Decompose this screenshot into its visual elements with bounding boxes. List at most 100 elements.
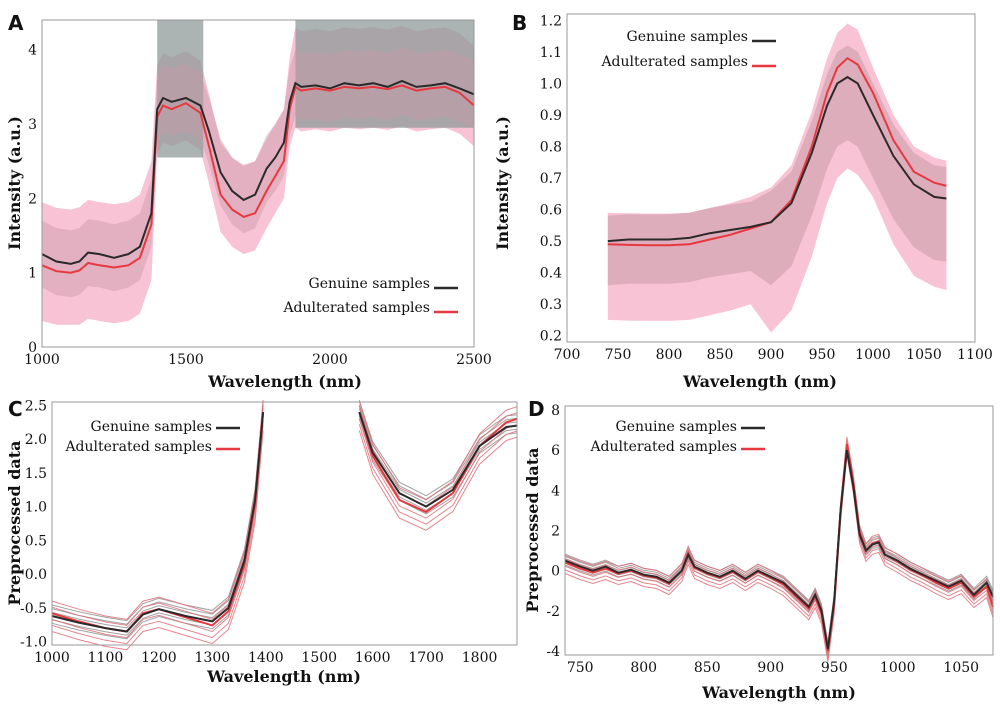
panel-b-ytick: 0.4 [540, 266, 562, 282]
panel-d-adulterated-sample-line [564, 440, 994, 648]
panel-a-genuine-band [42, 47, 474, 298]
panel-b-ytick: 0.8 [540, 139, 562, 155]
panel-b-ytick: 0.3 [540, 297, 562, 313]
panel-c-genuine-sample-line [51, 404, 518, 625]
panel-d-ylabel: Preprocessed data [523, 447, 542, 612]
panel-b-ytick: 0.7 [540, 171, 562, 187]
panel-c-ytick: -1.0 [20, 635, 47, 651]
panel-d-genuine-sample-line [564, 452, 994, 652]
panel-d-genuine-sample-line [564, 443, 994, 643]
panel-d-xtick: 1000 [880, 660, 916, 676]
panel-d-ytick: 2 [551, 524, 560, 540]
panel-b-xtick: 700 [554, 347, 581, 363]
panel-b-legend-adulterated: Adulterated samples [600, 54, 748, 70]
panel-b-genuine-line [607, 75, 947, 243]
panel-b-bands [607, 23, 947, 333]
panel-c-ytick: 2.5 [25, 398, 47, 414]
panel-d-adulterated-sample-line [564, 447, 994, 655]
panel-d-lines [564, 436, 994, 662]
panel-c-xtick: 1300 [195, 650, 231, 666]
panel-d-genuine-sample-line [564, 447, 994, 647]
panel-b-ytick: 1.2 [540, 13, 562, 29]
panel-c-ytick: -0.5 [20, 601, 47, 617]
panel-a-ytick: 1 [28, 266, 37, 282]
panel-a-ylabel: Intensity (a.u.) [5, 116, 24, 250]
panel-b-ylabel: Intensity (a.u.) [493, 116, 512, 250]
panel-b-xtick: 950 [809, 347, 836, 363]
panel-c: C 1000 1100 1200 1300 1400 1500 1600 1700 1800 -1… [5, 397, 518, 686]
panel-c-ylabel: Preprocessed data [5, 440, 24, 605]
panel-c-xtick: 1800 [462, 650, 498, 666]
panel-b-legend: Genuine samples Adulterated samples [600, 29, 776, 70]
panel-c-legend: Genuine samples Adulterated samples [64, 419, 240, 455]
panel-d: D 750 800 850 900 950 1000 1050 -4 -2 0 2 4 6 8 Wavel… [523, 397, 994, 702]
panel-c-ytick: 1.0 [25, 500, 47, 516]
panel-d-xtick: 900 [757, 660, 784, 676]
panel-b-legend-genuine: Genuine samples [627, 29, 748, 45]
panel-a-xtick: 2000 [312, 352, 348, 368]
panel-a-ytick: 2 [28, 191, 37, 207]
panel-d-adulterated-sample-line [564, 451, 994, 659]
panel-a-frame [41, 19, 475, 348]
panel-b-xlabel: Wavelength (nm) [682, 372, 837, 391]
panel-d-ytick: 0 [551, 564, 560, 580]
panel-b-xtick: 1000 [855, 347, 891, 363]
panel-d-xtick: 1050 [943, 660, 979, 676]
panel-c-ytick: 1.5 [25, 466, 47, 482]
panel-b-label: B [512, 11, 527, 35]
panel-a-ytick: 4 [28, 43, 37, 59]
panel-d-genuine-sample-line [564, 454, 994, 654]
panel-a-bands [42, 20, 474, 325]
panel-a-xtick: 1000 [24, 352, 60, 368]
panel-a-legend-adulterated: Adulterated samples [282, 300, 430, 316]
panel-a-legend-genuine: Genuine samples [309, 276, 430, 292]
panel-c-label: C [8, 397, 23, 421]
panel-d-ticks: 750 800 850 900 950 1000 1050 -4 -2 0 2 4 6 8 [546, 403, 979, 676]
panel-b-ticks: 700 750 800 850 900 950 1000 1050 1100 0.2 0.3 0.4 0… [540, 13, 993, 363]
panel-d-genuine-sample-line [564, 445, 994, 645]
panel-d-legend: Genuine samples Adulterated samples [589, 419, 765, 455]
panel-b-adulterated-line [607, 56, 947, 247]
panel-d-ytick: -2 [546, 604, 560, 620]
panel-c-ytick: 0.0 [25, 567, 47, 583]
panel-a-label: A [8, 11, 24, 35]
panel-b-xtick: 1100 [957, 347, 993, 363]
panel-d-adulterated-sample-line [564, 454, 994, 662]
panel-d-frame [564, 405, 994, 656]
panel-c-xtick: 1000 [34, 650, 70, 666]
panel-d-xtick: 800 [630, 660, 657, 676]
panel-d-xtick: 850 [694, 660, 721, 676]
panel-b-ytick: 0.6 [540, 203, 562, 219]
panel-d-label: D [528, 397, 545, 421]
panel-d-adulterated-sample-line [564, 436, 994, 644]
panel-b-genuine-band [607, 45, 947, 286]
panel-a-xtick: 2500 [456, 352, 492, 368]
panel-c-legend-genuine: Genuine samples [91, 419, 212, 435]
panel-c-ytick: 0.5 [25, 533, 47, 549]
panel-d-xtick: 950 [821, 660, 848, 676]
panel-c-xtick: 1700 [408, 650, 444, 666]
panel-c-ytick: 2.0 [25, 432, 47, 448]
panel-b-ytick: 1.0 [540, 76, 562, 92]
panel-c-adulterated-sample-line [51, 399, 518, 620]
panel-c-adulterated-sample-line [51, 418, 518, 639]
panel-a-legend: Genuine samples Adulterated samples [282, 276, 458, 316]
panel-a-xtick: 1500 [168, 352, 204, 368]
panel-a-adulterated-line [41, 84, 475, 274]
panel-d-adulterated-line [564, 444, 994, 652]
panel-c-xtick: 1400 [248, 650, 284, 666]
panel-d-legend-adulterated: Adulterated samples [589, 439, 737, 455]
panel-a-ytick: 0 [28, 340, 37, 356]
panel-c-xtick: 1600 [355, 650, 391, 666]
panel-b-ytick: 0.5 [540, 234, 562, 250]
panel-a-ticks: 1000 1500 2000 2500 0 1 2 3 4 [24, 43, 492, 368]
panel-b-ytick: 0.2 [540, 329, 562, 345]
panel-c-xtick: 1200 [141, 650, 177, 666]
panel-c-xtick: 1100 [88, 650, 124, 666]
panel-d-ytick: 6 [551, 443, 560, 459]
panel-c-lines [51, 399, 518, 651]
panel-b-ytick: 1.1 [540, 45, 562, 61]
panel-b-ytick: 0.9 [540, 108, 562, 124]
panel-c-adulterated-sample-line [51, 430, 518, 651]
panel-b-xtick: 800 [656, 347, 683, 363]
